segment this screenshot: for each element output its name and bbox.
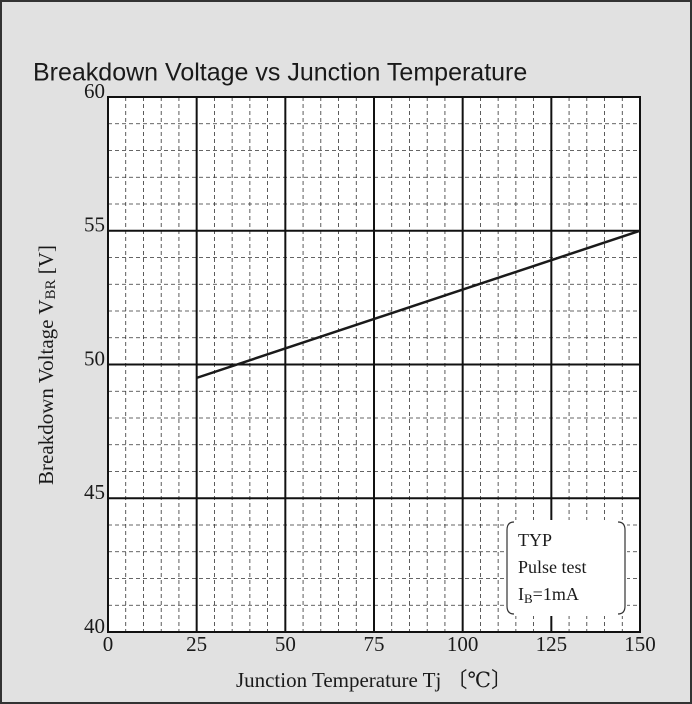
x-axis-label: Junction Temperature Tj 〔℃〕 xyxy=(236,668,512,692)
x-tick-label: 50 xyxy=(275,632,296,656)
data-line xyxy=(196,229,641,380)
y-tick-label: 45 xyxy=(84,480,105,504)
y-label-unit: [V] xyxy=(34,245,58,279)
x-tick-label: 0 xyxy=(103,632,114,656)
y-tick-label: 55 xyxy=(84,213,105,237)
chart-title: Breakdown Voltage vs Junction Temperatur… xyxy=(33,59,527,87)
annotation-line: TYP xyxy=(518,530,552,550)
x-tick-label: 25 xyxy=(186,632,207,656)
y-tick-label: 40 xyxy=(84,614,105,638)
annotation-sub: B xyxy=(524,591,533,606)
y-tick-label: 50 xyxy=(84,346,105,370)
x-tick-label: 100 xyxy=(447,632,479,656)
y-label-text: Breakdown Voltage V xyxy=(34,299,58,484)
x-tick-label: 150 xyxy=(624,632,656,656)
x-tick-label: 75 xyxy=(364,632,385,656)
annotation-line: Pulse test xyxy=(518,557,587,577)
y-axis-label: Breakdown Voltage VBR [V] xyxy=(34,245,60,485)
plot-area xyxy=(107,96,641,633)
annotation-bracket xyxy=(506,521,515,615)
x-tick-label: 125 xyxy=(536,632,568,656)
annotation-text: I xyxy=(518,584,524,604)
plot-frame xyxy=(107,96,641,633)
y-label-sub: BR xyxy=(43,279,59,299)
annotation-rest: =1mA xyxy=(533,584,579,604)
annotation-background xyxy=(505,520,627,616)
annotation-bracket xyxy=(617,521,626,615)
y-tick-label: 60 xyxy=(84,79,105,103)
annotation-line: IB=1mA xyxy=(518,584,579,606)
annotation: TYP Pulse test IB=1mA xyxy=(505,520,627,616)
